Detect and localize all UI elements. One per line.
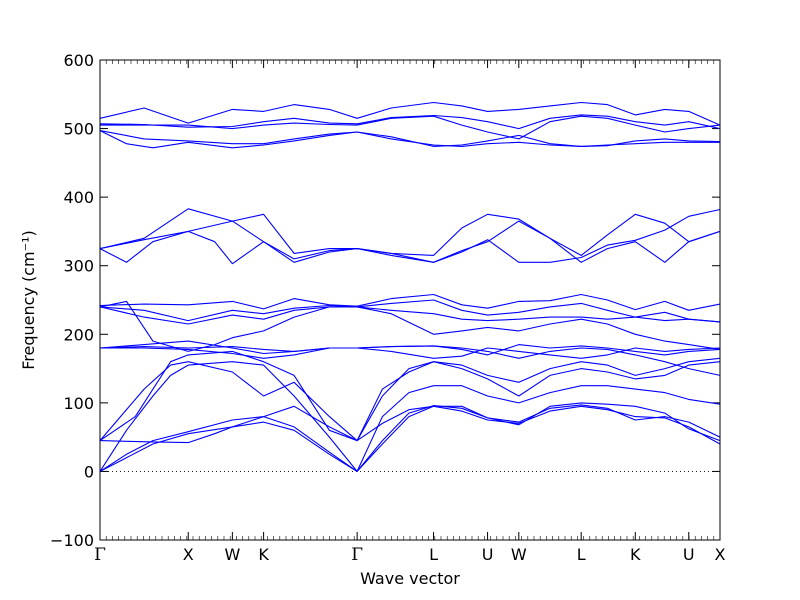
phonon-branch-line: [99, 405, 721, 472]
kpoint-label: K: [258, 545, 269, 564]
kpoint-label: L: [577, 545, 586, 564]
phonon-branch-line: [99, 357, 721, 442]
kpoint-label: Γ: [94, 545, 106, 565]
y-tick-label: 200: [63, 325, 94, 344]
kpoint-label: X: [183, 545, 194, 564]
phonon-branch-line: [99, 208, 721, 256]
y-ticks: −100 0 100 200 300 400 500 600: [50, 51, 720, 550]
phonon-branch-line: [99, 114, 721, 130]
kpoint-label: W: [224, 545, 240, 564]
phonon-branch-line: [99, 300, 721, 352]
kpoint-label: U: [482, 545, 494, 564]
y-tick-label: 400: [63, 188, 94, 207]
phonon-branch-line: [99, 293, 721, 311]
y-tick-label: 500: [63, 120, 94, 139]
y-axis-label: Frequency (cm⁻¹): [19, 230, 38, 369]
phonon-branch-line: [99, 101, 721, 126]
y-tick-label: −100: [50, 531, 94, 550]
phonon-branch-line: [99, 208, 721, 263]
phonon-branch-line: [99, 361, 721, 472]
kpoint-label: K: [630, 545, 641, 564]
phonon-branch-line: [99, 130, 721, 147]
phonon-branch-line: [100, 115, 721, 140]
kpoint-label: U: [683, 545, 695, 564]
phonon-branch-line: [99, 220, 721, 265]
phonon-branch-line: [99, 130, 720, 149]
phonon-branch-line: [99, 404, 721, 472]
y-tick-label: 600: [63, 51, 94, 70]
phonon-branch-line: [99, 350, 721, 442]
x-axis-label: Wave vector: [360, 569, 460, 588]
phonon-branches: [99, 101, 721, 472]
kpoint-label: L: [429, 545, 438, 564]
y-tick-label: 100: [63, 394, 94, 413]
plot-frame: [99, 59, 721, 541]
kpoint-label: X: [715, 545, 726, 564]
kpoint-label: Γ: [351, 545, 363, 565]
kpoint-label: W: [511, 545, 527, 564]
phonon-branch-line: [99, 402, 721, 444]
phonon-branch-line: [99, 306, 721, 325]
y-tick-label: 0: [84, 462, 94, 481]
phonon-branch-line: [100, 345, 721, 376]
phonon-branch-line: [99, 340, 721, 359]
y-tick-label: 300: [63, 257, 94, 276]
phonon-branch-line: [99, 344, 721, 356]
phonon-branch-line: [99, 299, 721, 323]
